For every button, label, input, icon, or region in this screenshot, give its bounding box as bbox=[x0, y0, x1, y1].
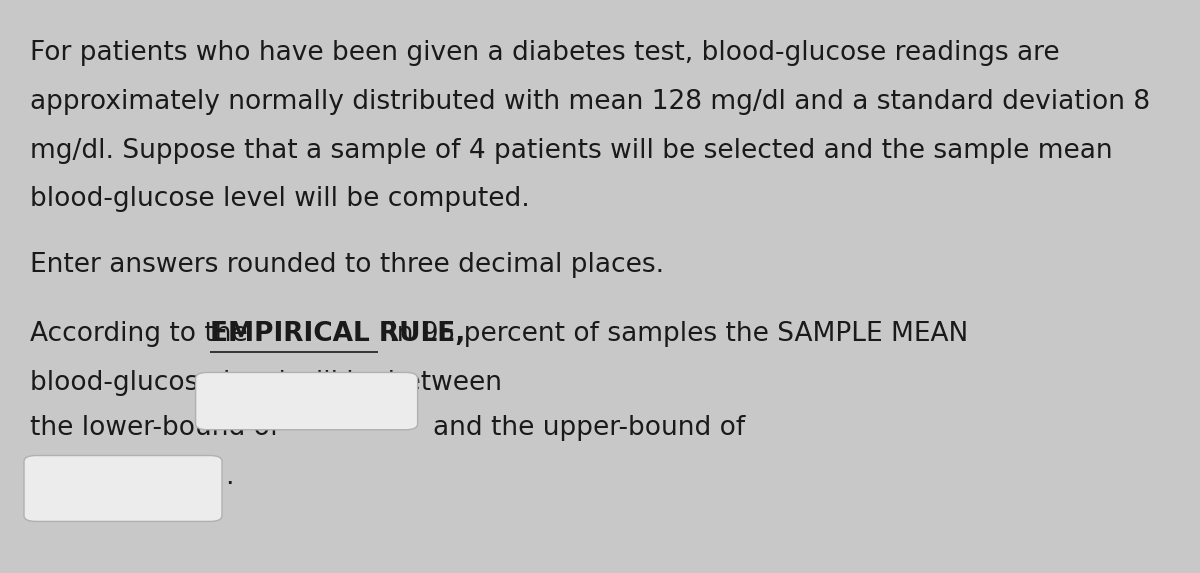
Text: blood-glucose level will be between: blood-glucose level will be between bbox=[30, 370, 502, 395]
Text: mg/dl. Suppose that a sample of 4 patients will be selected and the sample mean: mg/dl. Suppose that a sample of 4 patien… bbox=[30, 138, 1112, 163]
Text: approximately normally distributed with mean 128 mg/dl and a standard deviation : approximately normally distributed with … bbox=[30, 89, 1150, 115]
Text: the lower-bound of: the lower-bound of bbox=[30, 415, 280, 441]
Text: and the upper-bound of: and the upper-bound of bbox=[433, 415, 745, 441]
Text: blood-glucose level will be computed.: blood-glucose level will be computed. bbox=[30, 186, 529, 212]
Text: EMPIRICAL RULE,: EMPIRICAL RULE, bbox=[210, 321, 464, 347]
Text: .: . bbox=[226, 464, 234, 490]
Text: According to the: According to the bbox=[30, 321, 256, 347]
Text: Enter answers rounded to three decimal places.: Enter answers rounded to three decimal p… bbox=[30, 252, 664, 278]
Text: EMPIRICAL RULE,: EMPIRICAL RULE, bbox=[210, 321, 464, 347]
Text: in 95 percent of samples the SAMPLE MEAN: in 95 percent of samples the SAMPLE MEAN bbox=[380, 321, 968, 347]
FancyBboxPatch shape bbox=[196, 372, 418, 430]
FancyBboxPatch shape bbox=[24, 456, 222, 521]
Text: For patients who have been given a diabetes test, blood-glucose readings are: For patients who have been given a diabe… bbox=[30, 40, 1060, 66]
